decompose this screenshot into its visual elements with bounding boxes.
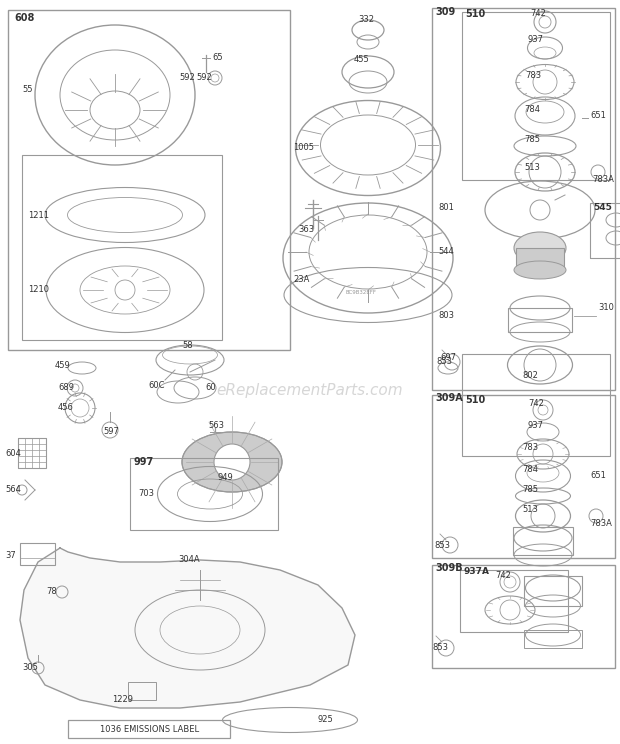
Text: 544: 544 [438, 248, 454, 257]
Ellipse shape [514, 232, 566, 264]
Bar [524, 576, 582, 606]
Text: 783A: 783A [590, 519, 612, 527]
Text: 703: 703 [138, 490, 154, 498]
Text: 937: 937 [528, 420, 544, 429]
Bar [590, 203, 620, 258]
Bar [20, 543, 55, 565]
Text: 801: 801 [438, 204, 454, 213]
Bar [130, 458, 278, 530]
Bar [128, 682, 156, 700]
Text: 937: 937 [528, 36, 544, 45]
Text: 456: 456 [58, 403, 74, 412]
Text: 23A: 23A [293, 275, 309, 284]
Bar [513, 527, 573, 555]
Text: 309A: 309A [435, 393, 463, 403]
Text: 783: 783 [522, 443, 538, 452]
Text: 949: 949 [218, 473, 234, 483]
Text: 783: 783 [525, 71, 541, 80]
Text: 697: 697 [440, 353, 456, 362]
Bar [18, 438, 46, 468]
Bar [462, 354, 610, 456]
Text: 784: 784 [522, 466, 538, 475]
Text: 742: 742 [528, 399, 544, 408]
Text: 1229: 1229 [112, 696, 133, 705]
Text: 309B: 309B [435, 563, 463, 573]
Text: 997: 997 [133, 457, 153, 467]
Bar [8, 10, 290, 350]
Text: 785: 785 [522, 486, 538, 495]
Text: 455: 455 [354, 56, 370, 65]
Ellipse shape [514, 261, 566, 279]
Text: 742: 742 [495, 571, 511, 580]
Text: 332: 332 [358, 16, 374, 25]
Text: 65: 65 [212, 54, 223, 62]
Text: 60C: 60C [148, 380, 164, 390]
Text: 689: 689 [58, 383, 74, 393]
Text: 853: 853 [434, 540, 450, 550]
Text: 802: 802 [522, 371, 538, 379]
Text: 853: 853 [436, 358, 452, 367]
Bar [462, 12, 610, 180]
Text: 592: 592 [197, 74, 212, 83]
Text: 510: 510 [465, 395, 485, 405]
Text: 608: 608 [14, 13, 34, 23]
Bar [432, 565, 615, 668]
Text: 597: 597 [103, 428, 119, 437]
Text: 78: 78 [46, 588, 57, 597]
Text: 783A: 783A [592, 176, 614, 185]
Text: BC9B32EFF: BC9B32EFF [346, 289, 377, 295]
Text: 1211: 1211 [28, 211, 49, 219]
Text: 55: 55 [22, 86, 32, 94]
Bar [524, 630, 582, 648]
Bar [432, 395, 615, 558]
Text: 510: 510 [465, 9, 485, 19]
Text: 925: 925 [318, 716, 334, 725]
Circle shape [214, 444, 250, 480]
Text: 785: 785 [524, 135, 540, 144]
Text: 1036 EMISSIONS LABEL: 1036 EMISSIONS LABEL [100, 725, 200, 734]
Text: 310: 310 [598, 304, 614, 312]
Text: 37: 37 [5, 551, 16, 560]
Text: 592: 592 [179, 74, 195, 83]
Text: 742: 742 [530, 10, 546, 19]
Bar [22, 155, 222, 340]
Text: 60: 60 [205, 383, 216, 393]
Text: 459: 459 [55, 362, 71, 371]
Text: 305: 305 [22, 664, 38, 673]
Bar [508, 308, 572, 332]
Text: 937A: 937A [463, 568, 489, 577]
Text: 563: 563 [208, 420, 224, 429]
Text: 513: 513 [524, 164, 540, 173]
Text: 363: 363 [298, 225, 314, 234]
Bar [460, 570, 568, 632]
Text: 513: 513 [522, 505, 538, 515]
Bar [68, 720, 230, 738]
Text: 651: 651 [590, 112, 606, 121]
Text: 309: 309 [435, 7, 455, 17]
Text: 545: 545 [593, 202, 612, 211]
Text: 803: 803 [438, 312, 454, 321]
Bar [516, 248, 564, 270]
Polygon shape [20, 548, 355, 708]
Text: eReplacementParts.com: eReplacementParts.com [216, 382, 404, 397]
Text: 784: 784 [524, 106, 540, 115]
Text: 1210: 1210 [28, 286, 49, 295]
Text: 1005: 1005 [293, 144, 314, 153]
Ellipse shape [182, 432, 282, 492]
Bar [432, 8, 615, 390]
Text: 304A: 304A [178, 556, 200, 565]
Text: 604: 604 [5, 449, 21, 458]
Text: 651: 651 [590, 472, 606, 481]
Text: 853: 853 [432, 644, 448, 652]
Text: 564: 564 [5, 486, 21, 495]
Text: 58: 58 [182, 341, 193, 350]
